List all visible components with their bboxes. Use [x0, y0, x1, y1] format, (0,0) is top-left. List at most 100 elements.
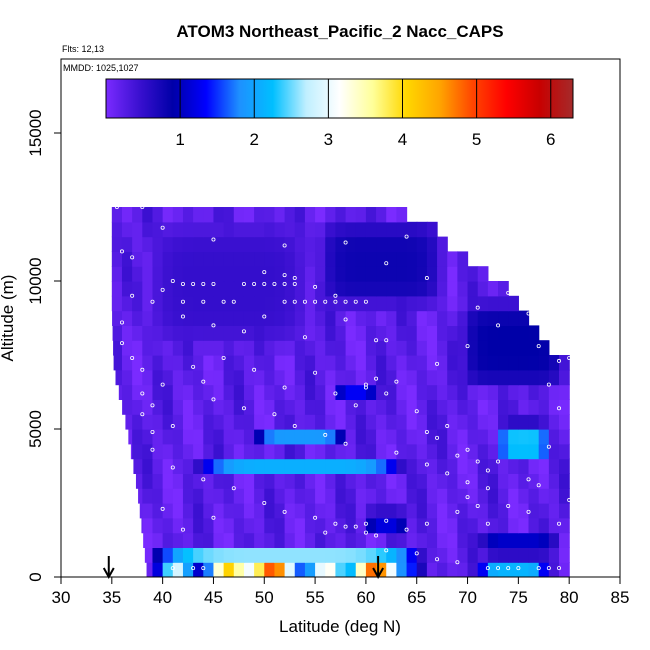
heatmap-cell	[304, 266, 316, 282]
heatmap-cell	[477, 281, 489, 297]
track-point	[546, 566, 551, 571]
heatmap-cell	[172, 399, 184, 415]
track-point	[119, 341, 124, 346]
heatmap-cell	[193, 429, 204, 445]
heatmap-cell	[325, 458, 337, 474]
heatmap-cell	[264, 340, 276, 356]
heatmap-cell	[396, 488, 408, 504]
heatmap-cell	[203, 488, 215, 504]
heatmap-cell	[437, 473, 448, 489]
heatmap-cell	[518, 473, 530, 489]
heatmap-cell	[365, 384, 377, 400]
track-point	[292, 276, 297, 281]
heatmap-cell	[437, 355, 448, 371]
heatmap-cell	[477, 562, 489, 577]
heatmap-cell	[203, 340, 215, 356]
heatmap-cell	[376, 547, 387, 563]
heatmap-cell	[416, 295, 428, 312]
heatmap-cell	[304, 414, 316, 430]
heatmap-cell	[264, 221, 276, 238]
heatmap-cell	[294, 251, 306, 267]
heatmap-cell	[335, 443, 347, 460]
heatmap-cell	[498, 310, 509, 326]
heatmap-cell	[335, 488, 347, 504]
heatmap-cell	[122, 399, 133, 415]
heatmap-cell	[416, 429, 428, 445]
heatmap-cell	[518, 355, 530, 371]
heatmap-cell	[213, 384, 225, 400]
heatmap-cell	[284, 310, 296, 326]
heatmap-cell	[447, 443, 458, 460]
heatmap-cell	[386, 443, 397, 460]
heatmap-cell	[264, 517, 276, 534]
heatmap-cell	[315, 443, 326, 460]
heatmap-cell	[345, 503, 357, 519]
heatmap-cell	[396, 458, 408, 474]
heatmap-cell	[162, 236, 174, 252]
heatmap-cell	[172, 251, 184, 267]
heatmap-cell	[274, 399, 286, 415]
heatmap-cell	[223, 488, 235, 504]
heatmap-cell	[213, 517, 225, 534]
heatmap-cell	[376, 429, 387, 445]
heatmap-cell	[325, 503, 337, 519]
heatmap-cell	[142, 207, 154, 223]
x-tick-label: 35	[102, 588, 121, 607]
heatmap-cell	[213, 532, 225, 548]
heatmap-cell	[325, 310, 337, 326]
heatmap-cell	[447, 266, 458, 282]
heatmap-cell	[365, 488, 377, 504]
track-point	[140, 391, 145, 396]
heatmap-cell	[559, 473, 570, 489]
heatmap-cell	[426, 562, 438, 577]
heatmap-cell	[213, 295, 225, 312]
heatmap-cell	[294, 517, 306, 534]
colorbar-tick-label: 4	[398, 130, 407, 149]
heatmap-cell	[315, 221, 326, 238]
heatmap-cell	[355, 473, 367, 489]
heatmap-cell	[172, 503, 184, 519]
heatmap-cell	[254, 458, 265, 474]
heatmap-cell	[254, 266, 265, 282]
heatmap-cell	[416, 369, 428, 386]
heatmap-cell	[284, 355, 296, 371]
heatmap-cell	[223, 384, 235, 400]
heatmap-cell	[243, 355, 255, 371]
heatmap-cell	[518, 517, 530, 534]
heatmap-cell	[143, 532, 154, 548]
heatmap-cell	[294, 355, 306, 371]
heatmap-cell	[376, 443, 387, 460]
heatmap-cell	[335, 458, 347, 474]
heatmap-cell	[243, 414, 255, 430]
heatmap-cell	[274, 325, 286, 341]
heatmap-cell	[223, 295, 235, 312]
heatmap-cell	[528, 340, 540, 356]
heatmap-cell	[508, 310, 519, 326]
heatmap-cell	[315, 547, 326, 563]
heatmap-cell	[477, 355, 489, 371]
heatmap-cell	[386, 236, 397, 252]
heatmap-cell	[121, 236, 133, 252]
heatmap-cell	[528, 369, 540, 386]
heatmap-cell	[467, 266, 479, 282]
arrow-head	[372, 567, 384, 580]
heatmap-cell	[437, 517, 448, 534]
track-point	[114, 204, 119, 209]
heatmap-cell	[335, 517, 347, 534]
heatmap-cell	[223, 429, 235, 445]
track-point	[374, 338, 379, 343]
heatmap-cell	[193, 236, 204, 252]
track-point	[191, 281, 196, 286]
heatmap-cell	[467, 340, 479, 356]
heatmap-cell	[162, 384, 174, 400]
track-point	[445, 424, 450, 429]
heatmap-cell	[325, 517, 337, 534]
track-point	[455, 509, 460, 514]
heatmap-cell	[416, 532, 428, 548]
heatmap-cell	[376, 532, 387, 548]
heatmap-cell	[213, 266, 225, 282]
track-point	[170, 278, 175, 283]
heatmap-cell	[172, 281, 184, 297]
heatmap-cell	[335, 281, 347, 297]
heatmap-cell	[548, 399, 560, 415]
